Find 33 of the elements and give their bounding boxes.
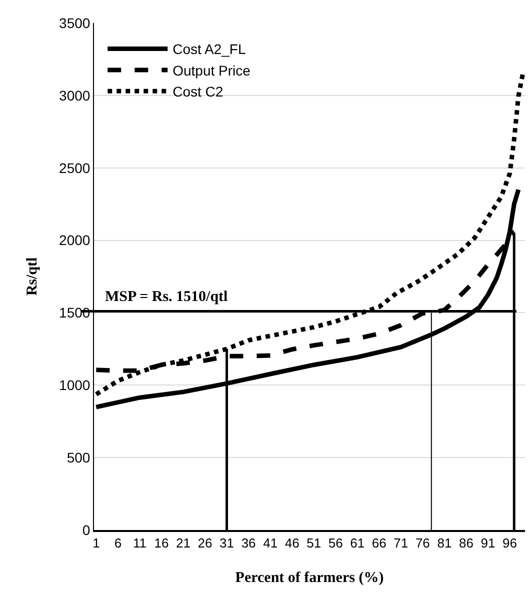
legend-label: Cost C2 [172,84,224,100]
x-tick-label: 26 [198,536,212,551]
y-tick-label: 2000 [59,232,90,248]
x-tick-label: 81 [437,536,452,551]
ref-line-label: MSP = Rs. 1510/qtl [105,289,228,305]
y-tick-label: 3000 [59,87,90,104]
legend-label: Output Price [172,62,251,78]
x-tick-label: 91 [480,536,496,551]
y-tick-label: 0 [82,522,90,538]
y-tick-label: 500 [66,449,90,466]
x-tick-label: 41 [263,536,278,551]
x-tick-label: 56 [328,536,343,551]
y-tick-label: 3500 [59,14,90,31]
x-tick-label: 21 [176,536,190,551]
x-tick-label: 76 [415,536,430,551]
x-tick-label: 31 [220,536,234,551]
x-tick-label: 71 [394,536,408,551]
x-tick-label: 11 [132,536,146,551]
x-tick-label: 51 [306,536,322,551]
x-tick-label: 16 [154,536,169,551]
x-tick-label: 46 [284,536,300,551]
x-tick-label: 86 [458,536,474,551]
y-tick-label: 1000 [59,377,90,394]
x-tick-label: 61 [350,536,365,551]
x-tick-label: 36 [241,536,256,551]
x-tick-label: 66 [372,536,386,551]
x-tick-label: 96 [502,536,517,551]
y-tick-label: 2500 [59,160,90,176]
legend-label: Cost A2_FL [172,41,246,58]
x-axis-title: Percent of farmers (%) [235,570,384,586]
x-tick-label: 6 [114,536,122,551]
y-axis-title: Rs/qtl [24,257,40,296]
x-tick-label: 1 [92,536,100,551]
